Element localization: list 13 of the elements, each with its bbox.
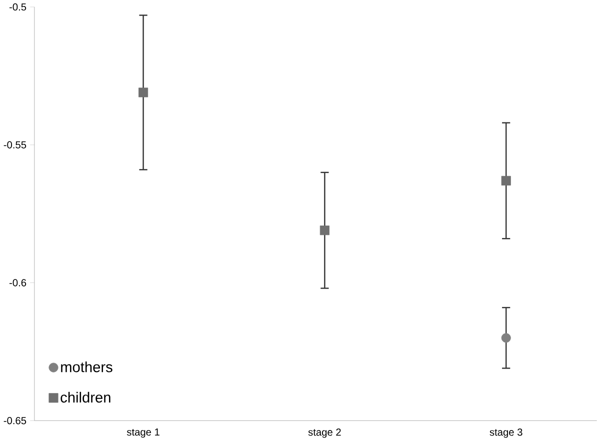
- legend-label: mothers: [61, 361, 112, 372]
- legend-label: children: [60, 392, 110, 403]
- point: [320, 226, 330, 236]
- x-tick-label: stage 3: [490, 428, 522, 438]
- x-tick-label: stage 1: [126, 428, 160, 438]
- point: [138, 88, 148, 98]
- y-tick-label: -0.65: [4, 416, 26, 424]
- y-tick-label: -0.55: [4, 141, 26, 148]
- y-tick-label: -0.6: [9, 279, 26, 286]
- y-tick-label: -0.5: [9, 3, 26, 10]
- point: [501, 333, 511, 343]
- point: [501, 176, 511, 186]
- x-tick-label: stage 2: [308, 428, 341, 438]
